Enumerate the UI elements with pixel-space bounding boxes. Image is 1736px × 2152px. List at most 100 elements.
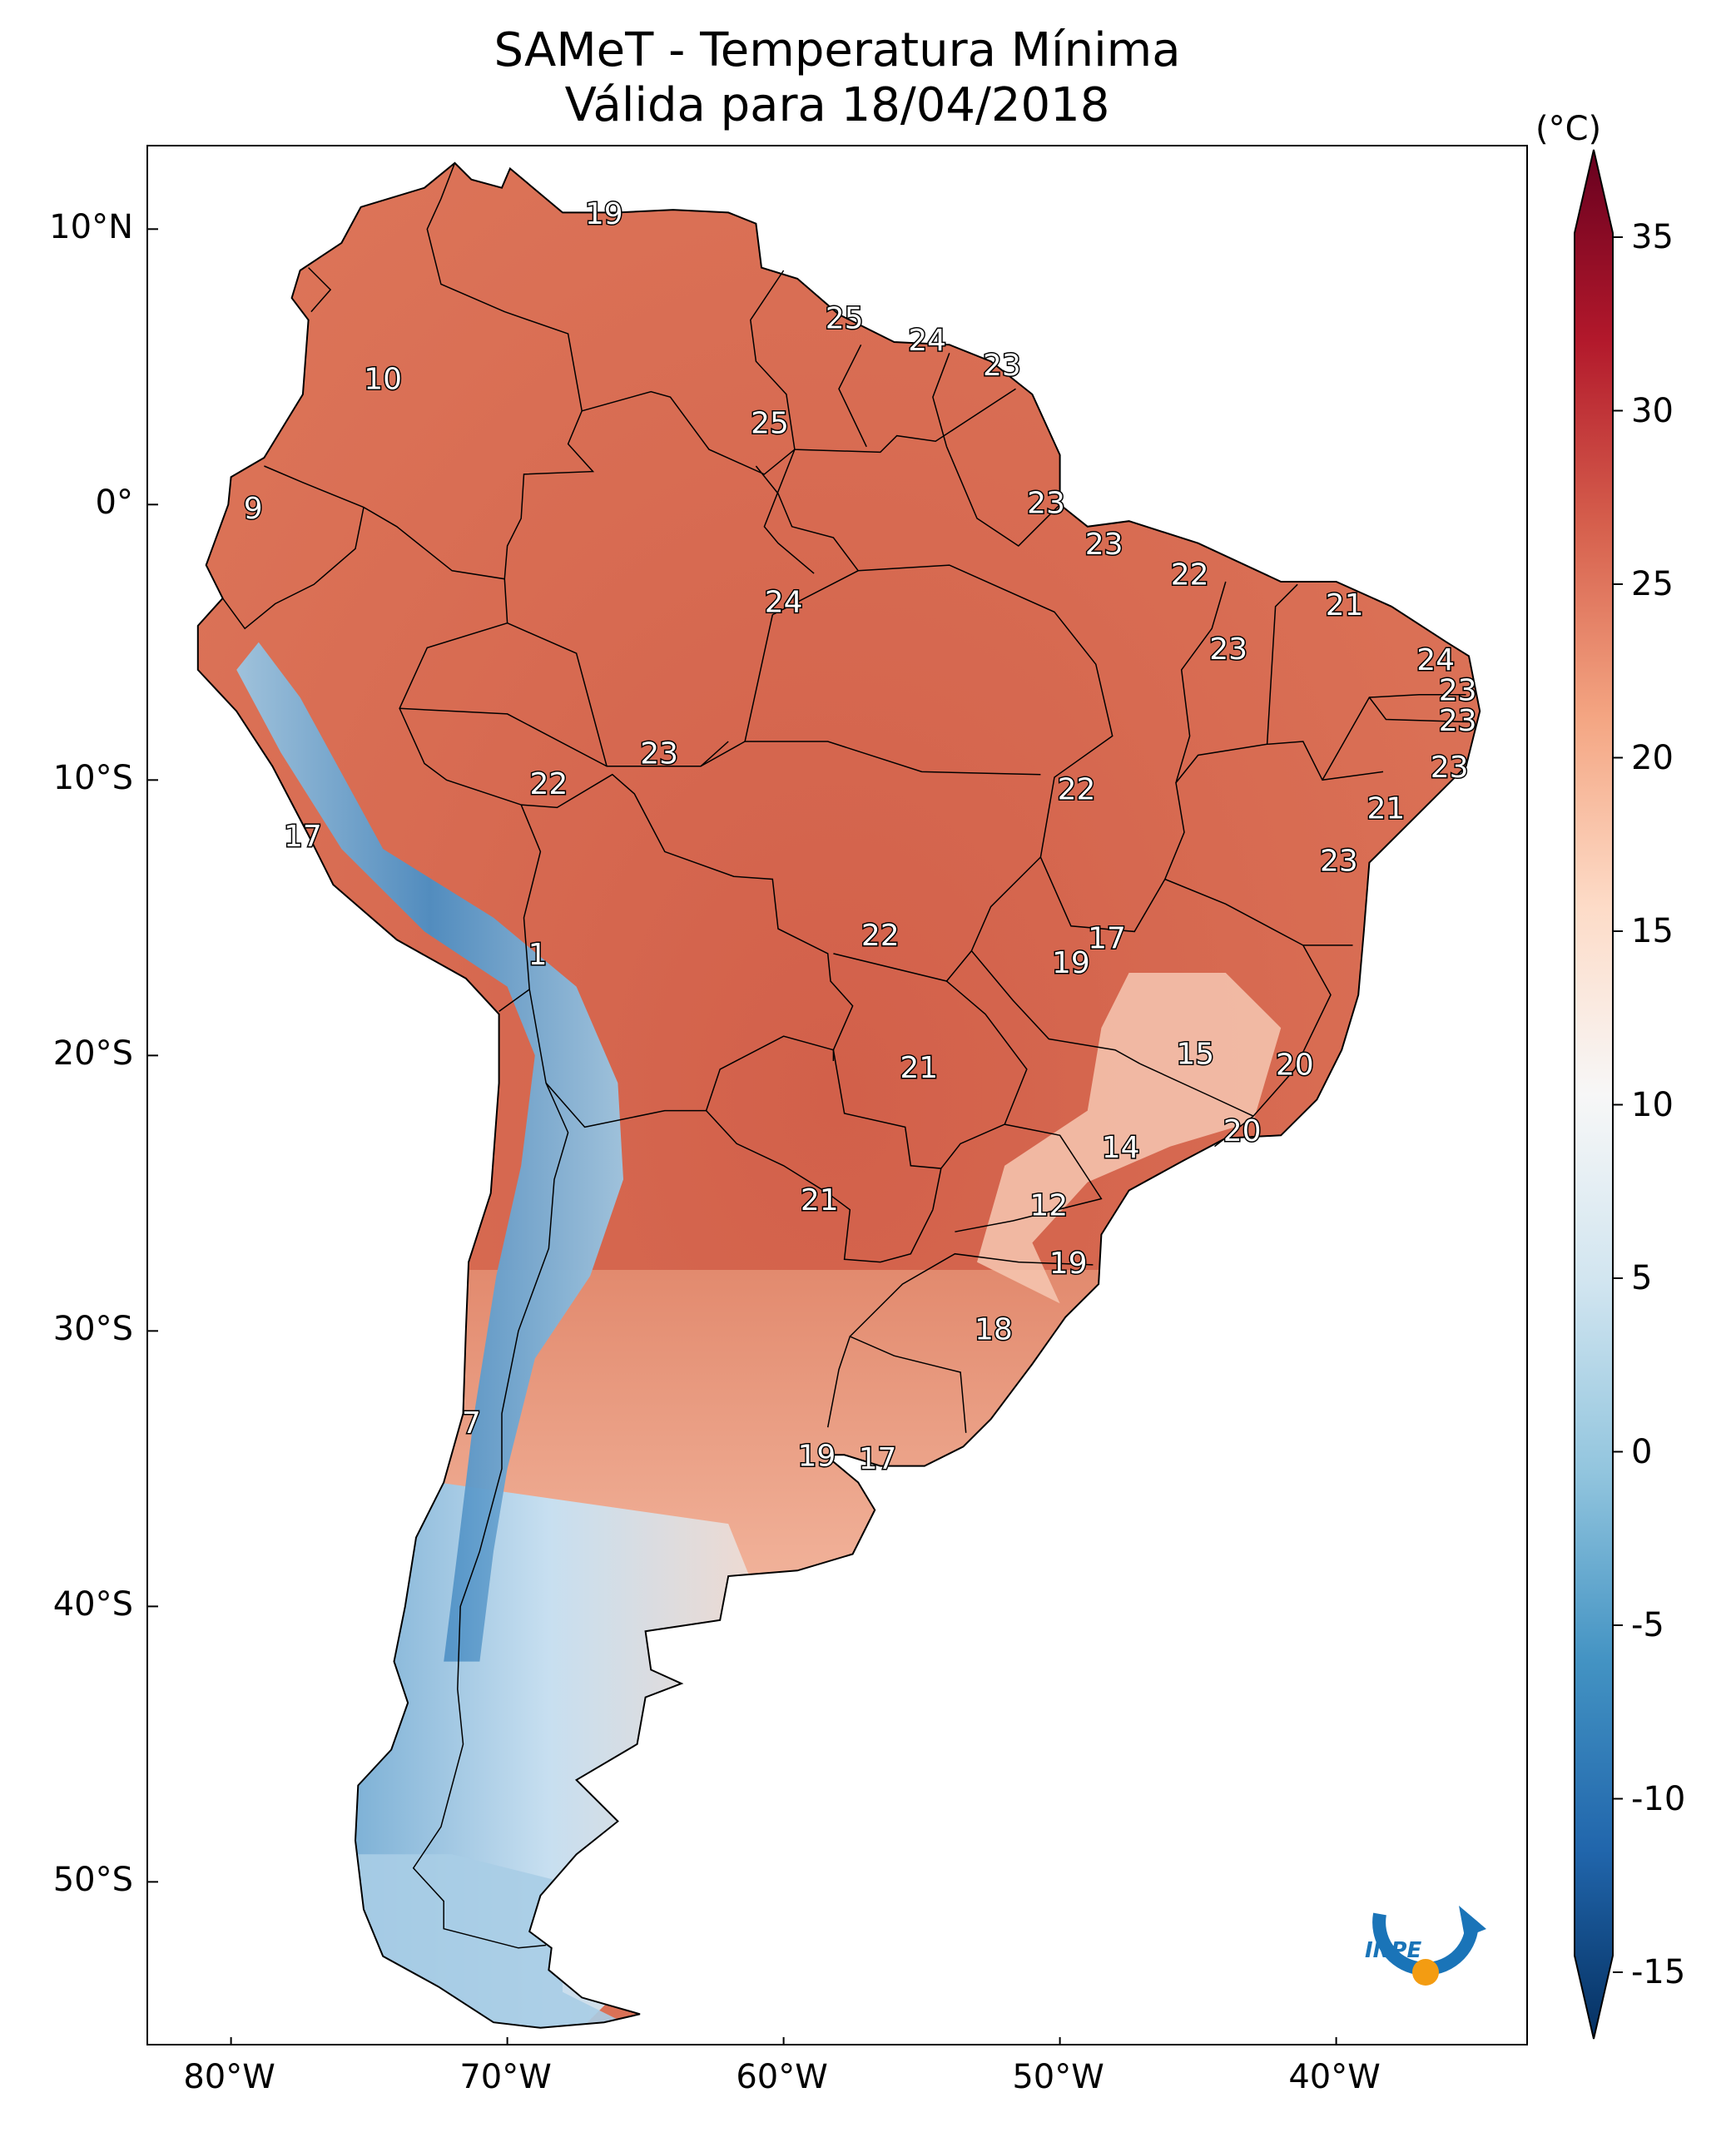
- latitude-label: 50°S: [52, 1861, 133, 1900]
- country-borders: [221, 162, 1475, 1949]
- title-line-1: SAMeT - Temperatura Mínima: [494, 23, 1181, 77]
- station-temperature-label: 19: [1052, 946, 1090, 980]
- border-line: [308, 267, 332, 313]
- border-line: [705, 1035, 942, 1210]
- latitude-label: 10°N: [49, 208, 133, 247]
- latitude-label: 0°: [95, 483, 133, 523]
- border-line: [838, 344, 867, 448]
- colorbar: [1574, 149, 1623, 2040]
- border-line: [412, 988, 569, 1949]
- station-temperature-label: 23: [1085, 528, 1123, 562]
- map-frame: 19 25 24 23 10 25 9 23 23 22 24 21 23 24 23 23 23 23 22 22 2…: [146, 145, 1528, 2045]
- border-line: [1368, 697, 1475, 723]
- logo-text: INPE: [1365, 1938, 1421, 1963]
- longitude-label: 70°W: [459, 2058, 552, 2096]
- station-temperature-label: 10: [364, 362, 402, 396]
- station-temperature-label: 17: [1088, 921, 1126, 955]
- border-line: [755, 465, 859, 572]
- longitude-label: 80°W: [183, 2058, 275, 2096]
- station-temperature-label: 19: [797, 1440, 836, 1474]
- logo-arrow: [1459, 1906, 1486, 1937]
- border-line: [521, 773, 854, 1061]
- station-temperature-label: 23: [983, 349, 1021, 383]
- border-line: [264, 465, 542, 989]
- longitude-label: 40°W: [1288, 2058, 1381, 2096]
- station-temperature-label: 20: [1223, 1114, 1262, 1148]
- station-temperature-label: 20: [1276, 1049, 1314, 1083]
- station-temperature-label: 23: [1027, 486, 1065, 520]
- station-temperature-label: 23: [1431, 751, 1469, 785]
- latitude-label: 40°S: [52, 1585, 133, 1624]
- border-line: [940, 980, 1028, 1169]
- station-temperature-label: 18: [975, 1312, 1013, 1346]
- colorbar-body: [1574, 149, 1614, 2040]
- border-line: [955, 1123, 1103, 1232]
- station-temperature-label: 19: [1049, 1247, 1088, 1281]
- station-temperature-label: 17: [284, 820, 322, 854]
- colorbar-tick-label: 30: [1631, 391, 1674, 430]
- colorbar-tick-label: 5: [1631, 1259, 1653, 1297]
- land-surface: [197, 162, 1481, 2028]
- southeast-cool-region: [977, 973, 1282, 1304]
- station-temperature-label: 21: [900, 1051, 938, 1085]
- station-temperature-label: 21: [801, 1183, 839, 1217]
- border-line: [750, 270, 1016, 454]
- colorbar-tick-label: -15: [1631, 1953, 1686, 1991]
- border-line: [507, 622, 608, 766]
- station-temperature-label: 9: [244, 492, 263, 526]
- logo-sun: [1412, 1959, 1439, 1986]
- border-line: [826, 1335, 967, 1433]
- colorbar-tick-label: 0: [1631, 1432, 1653, 1471]
- border-line: [1214, 1115, 1254, 1148]
- border-line: [970, 856, 1141, 1064]
- station-temperature-label: 24: [765, 586, 803, 620]
- inpe-logo: INPE: [1365, 1906, 1486, 1986]
- border-line: [945, 446, 1061, 547]
- longitude-label: 60°W: [736, 2058, 828, 2096]
- colorbar-tick-label: 25: [1631, 565, 1674, 603]
- latitude-label: 10°S: [52, 759, 133, 798]
- border-line: [581, 390, 796, 475]
- station-temperature-label: 14: [1102, 1131, 1140, 1165]
- station-temperature-label: 7: [462, 1406, 481, 1440]
- colorbar-tick-label: 10: [1631, 1085, 1674, 1124]
- station-temperature-label: 24: [1416, 643, 1455, 677]
- station-temperature-label: 22: [1058, 773, 1096, 807]
- colorbar-tick-label: 15: [1631, 912, 1674, 950]
- station-temperature-label: 19: [585, 197, 623, 231]
- station-temperature-label: 22: [861, 919, 900, 953]
- colorbar-tick-label: 35: [1631, 218, 1674, 256]
- border-line: [1139, 878, 1332, 1118]
- latitude-label: 30°S: [52, 1310, 133, 1349]
- andes-cold-band: [236, 642, 623, 1662]
- latitude-label: 20°S: [52, 1034, 133, 1074]
- station-temperature-label: 1: [528, 938, 548, 972]
- longitude-label: 50°W: [1012, 2058, 1104, 2096]
- station-temperature-label: 23: [1209, 632, 1247, 667]
- border-line: [763, 449, 815, 574]
- border-line: [1322, 693, 1466, 781]
- title-line-2: Válida para 18/04/2018: [564, 78, 1110, 132]
- station-temperature-label: 23: [1320, 845, 1358, 879]
- border-line: [1175, 581, 1227, 783]
- colorbar-unit: (°C): [1535, 110, 1602, 148]
- station-temperature-label: 22: [1171, 558, 1209, 592]
- border-line: [932, 353, 950, 448]
- station-temperature-label: 17: [859, 1442, 897, 1476]
- chart-title: SAMeT - Temperatura Mínima Válida para 1…: [146, 23, 1528, 133]
- station-temperature-label: 21: [1326, 588, 1364, 622]
- border-line: [545, 1082, 934, 1263]
- axis-ticks: [148, 228, 1337, 2044]
- station-temperature-label: 22: [529, 767, 568, 801]
- station-temperature-label: 21: [1366, 792, 1405, 826]
- station-temperature-label: 25: [751, 406, 789, 440]
- station-temperature-label: 15: [1176, 1037, 1214, 1071]
- station-temperature-label: 24: [908, 324, 946, 358]
- station-temperature-label: 23: [1439, 673, 1477, 707]
- station-temperature-label: 23: [1439, 704, 1477, 738]
- colorbar-tick-label: -5: [1631, 1606, 1664, 1644]
- border-line: [700, 741, 729, 767]
- tierra-del-fuego-cold: [341, 1854, 618, 2028]
